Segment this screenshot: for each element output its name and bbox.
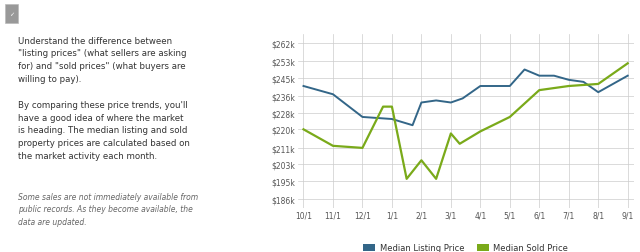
Text: Some sales are not immediately available from
public records. As they become ava: Some sales are not immediately available… [18, 192, 198, 226]
Legend: Median Listing Price, Median Sold Price: Median Listing Price, Median Sold Price [360, 240, 572, 252]
Text: Price Trends - Sold vs. Listed: Price Trends - Sold vs. Listed [24, 10, 205, 20]
Text: ✓: ✓ [9, 12, 14, 17]
FancyBboxPatch shape [5, 5, 18, 24]
Text: Understand the difference between
"listing prices" (what sellers are asking
for): Understand the difference between "listi… [18, 36, 189, 161]
